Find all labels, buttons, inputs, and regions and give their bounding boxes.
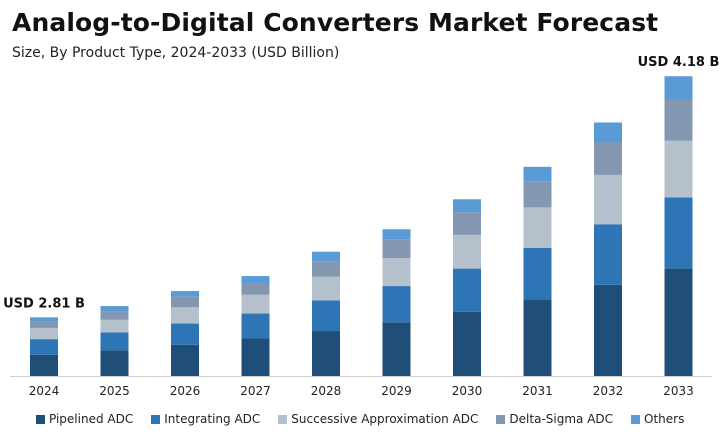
bar-segment: [312, 331, 340, 376]
legend-swatch: [631, 414, 641, 424]
bar-segment: [523, 247, 552, 300]
bar-segment: [382, 229, 411, 240]
bar-segment: [664, 99, 693, 141]
legend-label: Integrating ADC: [164, 412, 261, 426]
bar-segment: [312, 276, 340, 301]
bar-segment: [241, 294, 270, 314]
total-annotation: USD 4.18 B: [638, 55, 720, 70]
bar-segment: [30, 339, 58, 355]
x-tick-label: 2024: [29, 384, 60, 398]
bar-segment: [100, 332, 129, 351]
x-tick-label: 2031: [522, 384, 553, 398]
bar-segment: [100, 319, 129, 333]
bar-segment: [664, 140, 693, 198]
bar-segment: [171, 291, 199, 297]
total-annotation: USD 2.81 B: [3, 296, 85, 311]
bar-segment: [241, 282, 270, 295]
bar-segment: [30, 354, 58, 376]
bar-segment: [453, 212, 481, 235]
bar-segment: [30, 327, 58, 340]
legend-label: Others: [644, 412, 685, 426]
bar-segment: [664, 268, 693, 376]
bar-segment: [171, 296, 199, 308]
bar-segment: [312, 251, 340, 262]
bar-segment: [453, 268, 481, 312]
x-tick-label: 2027: [240, 384, 271, 398]
bar-segment: [171, 323, 199, 345]
bar-segment: [453, 234, 481, 269]
legend-item: Delta-Sigma ADC: [496, 412, 613, 426]
chart-title: Analog-to-Digital Converters Market Fore…: [12, 8, 659, 37]
bar-segment: [523, 207, 552, 248]
bar-segment: [100, 306, 129, 312]
legend-swatch: [151, 414, 161, 424]
bar-segment: [241, 338, 270, 376]
x-tick-label: 2030: [452, 384, 483, 398]
bar-segment: [382, 286, 411, 323]
legend-swatch: [36, 414, 45, 424]
x-tick-label: 2028: [311, 384, 342, 398]
bar-segment: [523, 299, 552, 376]
bar-segment: [312, 261, 340, 277]
legend-swatch: [496, 414, 506, 424]
legend-swatch: [278, 414, 288, 424]
bar-segment: [453, 199, 481, 213]
bar-segment: [382, 239, 411, 258]
x-tick-label: 2032: [593, 384, 624, 398]
legend-item: Integrating ADC: [151, 412, 260, 426]
x-tick-label: 2026: [170, 384, 201, 398]
bar-segment: [241, 276, 270, 283]
x-tick-label: 2025: [99, 384, 130, 398]
bar-segment: [523, 166, 552, 182]
bar-segment: [453, 311, 481, 376]
bar-segment: [100, 311, 129, 320]
x-tick-label: 2029: [381, 384, 412, 398]
bar-segment: [30, 321, 58, 328]
bar-segment: [312, 300, 340, 332]
bar-segment: [241, 313, 270, 339]
bar-segment: [664, 197, 693, 269]
bar-segment: [523, 181, 552, 208]
bar-segment: [594, 142, 622, 175]
legend-item: Pipelined ADC: [36, 412, 133, 426]
chart-subtitle: Size, By Product Type, 2024-2033 (USD Bi…: [12, 45, 340, 61]
bar-segment: [594, 284, 622, 376]
legend-label: Delta-Sigma ADC: [509, 412, 614, 426]
bar-segment: [100, 350, 129, 376]
legend-label: Successive Approximation ADC: [291, 412, 479, 426]
bar-segment: [594, 224, 622, 285]
bar-segment: [594, 122, 622, 143]
legend-label: Pipelined ADC: [49, 412, 134, 426]
chart-legend: Pipelined ADC Integrating ADC Successive A…: [36, 409, 702, 429]
legend-item: Others: [631, 412, 684, 426]
bar-segment: [594, 174, 622, 225]
x-tick-label: 2033: [663, 384, 694, 398]
legend-item: Successive Approximation ADC: [278, 412, 478, 426]
bar-segment: [30, 317, 58, 322]
bar-segment: [382, 322, 411, 376]
bar-segment: [171, 344, 199, 376]
bar-segment: [664, 76, 693, 100]
bar-segment: [171, 307, 199, 324]
bar-segment: [382, 257, 411, 287]
